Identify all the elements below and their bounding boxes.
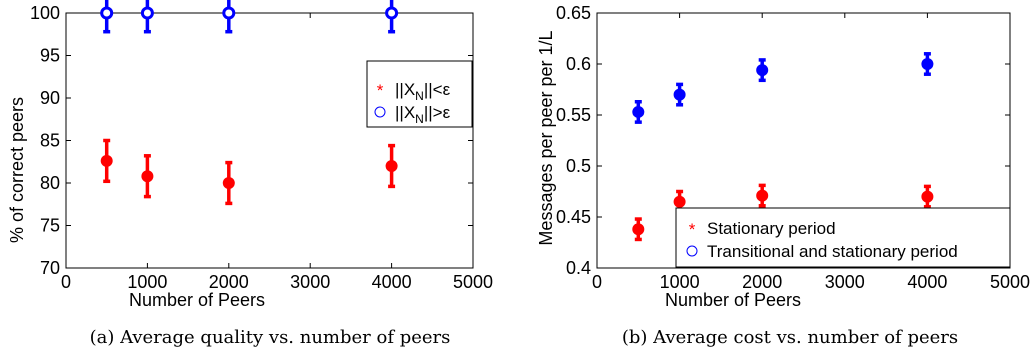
cost-marks: 0 1000 2000 3000 4000 5000 0.4 0.45 0.5 0.55 0.6 0.… bbox=[556, 3, 1030, 292]
cost-data-point bbox=[673, 195, 686, 208]
quality-data-point bbox=[385, 160, 398, 172]
quality-data-point bbox=[222, 6, 236, 20]
quality-x-tick-label: 2000 bbox=[209, 272, 249, 292]
quality-x-tick-label: 5000 bbox=[453, 272, 493, 292]
quality-plot-frame bbox=[65, 12, 474, 269]
quality-y-tick-label: 70 bbox=[40, 258, 60, 278]
cost-legend-circle-marker bbox=[686, 245, 698, 257]
quality-x-tick-label: 3000 bbox=[290, 272, 330, 292]
quality-marks: 0 1000 2000 3000 4000 5000 70 75 80 85 90 95 100 bbox=[30, 0, 493, 292]
cost-x-tick-label: 4000 bbox=[907, 272, 947, 292]
quality-legend-label: ||XN||<ε bbox=[395, 80, 451, 103]
quality-legend-circle-marker bbox=[374, 106, 386, 118]
cost-data-point bbox=[673, 88, 686, 101]
quality-x-tick-label: 0 bbox=[61, 272, 71, 292]
quality-y-tick-label: 85 bbox=[40, 131, 60, 151]
quality-x-tick-label: 4000 bbox=[372, 272, 412, 292]
chart-panel-cost: 0 1000 2000 3000 4000 5000 0.4 0.45 0.5 0.55 0.6 0.… bbox=[536, 3, 1030, 348]
quality-y-tick-label: 90 bbox=[40, 88, 60, 108]
quality-data-point bbox=[385, 6, 399, 20]
cost-y-tick-label: 0.4 bbox=[566, 258, 591, 278]
cost-y-tick-label: 0.55 bbox=[556, 105, 591, 125]
quality-legend: * ||XN||<ε||XN||>ε bbox=[366, 60, 473, 128]
chart-panel-quality: 0 1000 2000 3000 4000 5000 70 75 80 85 90 95 100 * ||… bbox=[7, 0, 493, 348]
cost-y-tick-label: 0.45 bbox=[556, 207, 591, 227]
quality-y-tick-label: 95 bbox=[40, 46, 60, 66]
quality-data-point bbox=[222, 177, 235, 189]
quality-caption: (a) Average quality vs. number of peers bbox=[90, 327, 451, 348]
cost-x-tick-label: 2000 bbox=[742, 272, 782, 292]
quality-legend-star-marker: * bbox=[377, 81, 384, 100]
quality-data-point bbox=[100, 154, 113, 167]
cost-data-point bbox=[632, 105, 645, 118]
cost-data-point bbox=[756, 64, 769, 77]
cost-legend-box bbox=[675, 207, 1011, 268]
quality-data-point bbox=[140, 6, 154, 20]
cost-y-tick-label: 0.6 bbox=[566, 54, 591, 74]
cost-x-axis-label: Number of Peers bbox=[665, 290, 801, 310]
cost-data-point bbox=[632, 223, 645, 236]
quality-y-axis-label: % of correct peers bbox=[7, 97, 27, 243]
cost-legend-star-marker: * bbox=[689, 220, 696, 239]
cost-x-tick-label: 1000 bbox=[660, 272, 700, 292]
quality-data-point bbox=[100, 6, 114, 20]
cost-y-axis-label: Messages per peer per 1/L bbox=[536, 30, 556, 245]
quality-x-tick-label: 1000 bbox=[127, 272, 167, 292]
cost-legend-label: Transitional and stationary period bbox=[707, 242, 958, 261]
quality-y-tick-label: 100 bbox=[30, 3, 60, 23]
cost-y-tick-label: 0.5 bbox=[566, 156, 591, 176]
cost-data-point bbox=[921, 190, 934, 203]
cost-legend-label: Stationary period bbox=[707, 219, 836, 238]
cost-x-tick-label: 5000 bbox=[990, 272, 1030, 292]
cost-x-tick-label: 0 bbox=[592, 272, 602, 292]
cost-data-point bbox=[921, 58, 934, 70]
cost-y-tick-label: 0.65 bbox=[556, 3, 591, 23]
quality-legend-label: ||XN||>ε bbox=[395, 103, 451, 126]
cost-x-tick-label: 3000 bbox=[825, 272, 865, 292]
quality-data-point bbox=[141, 170, 154, 183]
quality-y-tick-label: 80 bbox=[40, 173, 60, 193]
quality-x-axis-label: Number of Peers bbox=[129, 290, 265, 310]
cost-plot-frame bbox=[596, 12, 1011, 269]
cost-caption: (b) Average cost vs. number of peers bbox=[622, 327, 958, 348]
quality-y-tick-label: 75 bbox=[40, 216, 60, 236]
quality-legend-box bbox=[366, 60, 473, 128]
cost-legend: * Stationary period Transitional and stati… bbox=[675, 207, 1011, 268]
cost-data-point bbox=[756, 189, 769, 202]
